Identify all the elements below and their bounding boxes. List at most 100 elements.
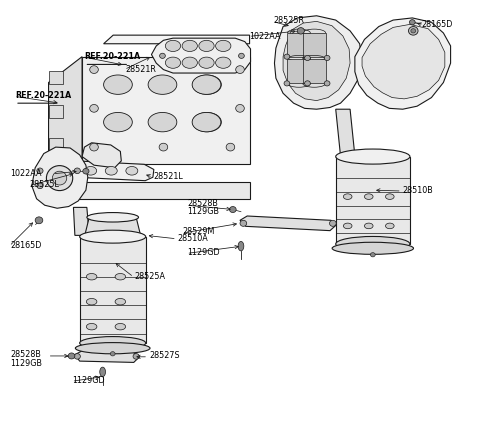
Text: 28525R: 28525R bbox=[274, 16, 304, 25]
Text: 28525L: 28525L bbox=[29, 181, 60, 190]
Text: 1129GD: 1129GD bbox=[187, 248, 220, 257]
Ellipse shape bbox=[90, 66, 98, 73]
Text: REF.20-221A: REF.20-221A bbox=[84, 52, 141, 61]
Ellipse shape bbox=[216, 40, 231, 51]
Ellipse shape bbox=[364, 194, 373, 200]
Text: 1022AA: 1022AA bbox=[250, 32, 281, 41]
Ellipse shape bbox=[238, 241, 244, 251]
Text: 28510B: 28510B bbox=[403, 186, 433, 195]
Text: 28527S: 28527S bbox=[149, 352, 180, 360]
Polygon shape bbox=[336, 109, 355, 156]
Ellipse shape bbox=[343, 194, 352, 200]
Polygon shape bbox=[152, 38, 251, 73]
Ellipse shape bbox=[324, 81, 330, 86]
Ellipse shape bbox=[305, 55, 311, 60]
Ellipse shape bbox=[385, 223, 394, 229]
Text: 28528B: 28528B bbox=[187, 199, 218, 208]
Polygon shape bbox=[288, 59, 311, 83]
Ellipse shape bbox=[371, 253, 375, 257]
Polygon shape bbox=[82, 57, 250, 164]
Polygon shape bbox=[288, 33, 311, 57]
Ellipse shape bbox=[80, 337, 146, 349]
Ellipse shape bbox=[80, 230, 146, 243]
Ellipse shape bbox=[192, 75, 221, 94]
Ellipse shape bbox=[165, 57, 180, 68]
Polygon shape bbox=[48, 181, 250, 199]
Polygon shape bbox=[104, 35, 250, 44]
Polygon shape bbox=[48, 57, 82, 190]
Text: 28165D: 28165D bbox=[422, 20, 453, 29]
Text: 28510A: 28510A bbox=[178, 234, 208, 243]
Ellipse shape bbox=[74, 168, 80, 174]
Ellipse shape bbox=[35, 217, 43, 224]
Ellipse shape bbox=[336, 236, 410, 251]
Ellipse shape bbox=[297, 28, 304, 34]
Ellipse shape bbox=[192, 75, 221, 94]
Ellipse shape bbox=[236, 105, 244, 112]
Ellipse shape bbox=[115, 299, 126, 305]
Ellipse shape bbox=[199, 40, 214, 51]
Ellipse shape bbox=[336, 149, 410, 164]
Text: 28529M: 28529M bbox=[182, 227, 215, 236]
Ellipse shape bbox=[148, 75, 177, 94]
Polygon shape bbox=[355, 18, 451, 109]
Ellipse shape bbox=[47, 165, 73, 191]
Ellipse shape bbox=[115, 273, 126, 280]
Polygon shape bbox=[283, 21, 350, 101]
Ellipse shape bbox=[74, 353, 80, 359]
Ellipse shape bbox=[305, 81, 311, 86]
Ellipse shape bbox=[115, 324, 126, 330]
Ellipse shape bbox=[110, 352, 115, 356]
Ellipse shape bbox=[408, 26, 418, 35]
Polygon shape bbox=[73, 207, 89, 235]
Text: 28528B: 28528B bbox=[10, 350, 41, 359]
Polygon shape bbox=[82, 143, 121, 168]
Ellipse shape bbox=[385, 194, 394, 200]
Polygon shape bbox=[32, 147, 88, 208]
Text: 28521R: 28521R bbox=[125, 65, 156, 74]
Ellipse shape bbox=[68, 353, 75, 359]
Ellipse shape bbox=[104, 75, 132, 94]
Ellipse shape bbox=[284, 81, 290, 86]
Ellipse shape bbox=[192, 112, 221, 132]
Ellipse shape bbox=[192, 112, 221, 132]
Text: 28165D: 28165D bbox=[10, 241, 42, 250]
Polygon shape bbox=[70, 161, 154, 181]
Polygon shape bbox=[303, 59, 325, 83]
Ellipse shape bbox=[199, 57, 214, 68]
Ellipse shape bbox=[409, 19, 415, 25]
Ellipse shape bbox=[216, 57, 231, 68]
Ellipse shape bbox=[105, 166, 117, 175]
Ellipse shape bbox=[100, 367, 106, 377]
Ellipse shape bbox=[324, 55, 330, 60]
Ellipse shape bbox=[236, 66, 244, 73]
Ellipse shape bbox=[126, 166, 138, 175]
Text: 1022AA: 1022AA bbox=[10, 169, 42, 178]
Ellipse shape bbox=[52, 171, 67, 185]
Ellipse shape bbox=[104, 112, 132, 132]
Ellipse shape bbox=[148, 112, 177, 132]
Ellipse shape bbox=[37, 183, 43, 189]
Ellipse shape bbox=[90, 143, 98, 151]
Polygon shape bbox=[75, 350, 140, 362]
Polygon shape bbox=[48, 139, 63, 151]
Ellipse shape bbox=[87, 213, 139, 222]
Polygon shape bbox=[80, 237, 146, 343]
Ellipse shape bbox=[159, 143, 168, 151]
Polygon shape bbox=[48, 71, 63, 84]
Ellipse shape bbox=[37, 168, 43, 174]
Ellipse shape bbox=[284, 54, 290, 59]
Text: 1129GB: 1129GB bbox=[10, 359, 42, 368]
Ellipse shape bbox=[182, 57, 197, 68]
Polygon shape bbox=[240, 216, 336, 231]
Text: 28521L: 28521L bbox=[154, 172, 183, 181]
Polygon shape bbox=[275, 16, 362, 109]
Ellipse shape bbox=[86, 273, 97, 280]
Ellipse shape bbox=[411, 29, 416, 33]
Ellipse shape bbox=[159, 53, 165, 58]
Ellipse shape bbox=[165, 40, 180, 51]
Text: 28525A: 28525A bbox=[135, 272, 166, 281]
Text: 1129GD: 1129GD bbox=[72, 376, 105, 385]
Ellipse shape bbox=[239, 53, 244, 58]
Polygon shape bbox=[48, 105, 63, 118]
